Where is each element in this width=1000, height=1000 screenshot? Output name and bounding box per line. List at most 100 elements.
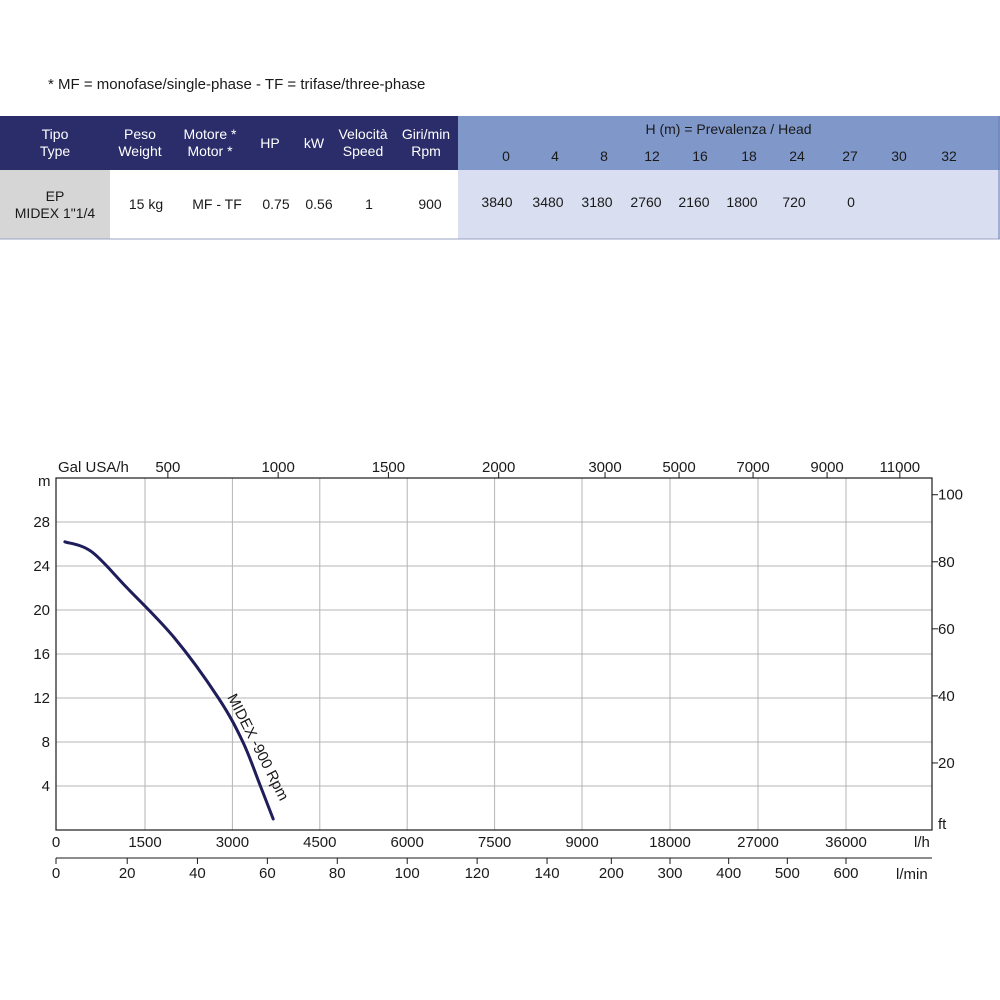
header-motore-it: Motore *: [183, 126, 237, 142]
x-lh-tick-label: 1500: [128, 834, 161, 851]
header-peso-it: Peso: [124, 126, 156, 142]
header-peso: Peso Weight: [110, 116, 170, 170]
y-right-tick-label: 60: [938, 621, 955, 638]
row-velocita-value: 1: [365, 196, 373, 212]
x-lh-tick-label: 0: [52, 834, 60, 851]
header-hp-label: HP: [260, 134, 280, 151]
flow-value: 3180: [581, 194, 613, 210]
y-right-tick-label: 80: [938, 554, 955, 571]
head-value: 27: [842, 148, 858, 164]
y-left-tick-label: 4: [42, 778, 50, 795]
head-value: 12: [644, 148, 660, 164]
x-lh-tick-label: 36000: [825, 834, 867, 851]
plot-frame: [55, 477, 933, 831]
bottom-unit-label: l/h: [914, 834, 930, 851]
header-dark-band: [0, 116, 458, 170]
y-left-tick-label: 28: [33, 514, 50, 531]
row-hp-value: 0.75: [262, 196, 290, 212]
x-gal-tick-label: 500: [155, 459, 180, 476]
header-velocita: Velocità Speed: [334, 116, 392, 170]
x-gal-tick-label: 2000: [482, 459, 515, 476]
header-giri: Giri/min Rpm: [396, 116, 456, 170]
flow-value: 3840: [481, 194, 513, 210]
flow-value: 1800: [726, 194, 758, 210]
right-unit-label: ft: [938, 816, 947, 833]
x-lh-tick-label: 27000: [737, 834, 779, 851]
x-lmin-tick-label: 60: [259, 865, 276, 882]
row-white-cells: [110, 170, 458, 239]
x-lmin-tick-label: 20: [119, 865, 136, 882]
x-lh-tick-label: 4500: [303, 834, 336, 851]
header-giri-it: Giri/min: [401, 126, 451, 142]
y-left-tick-label: 16: [33, 646, 50, 663]
row-giri: 900: [404, 170, 456, 239]
flow-value: 2760: [630, 194, 662, 210]
left-unit-label: m: [38, 473, 51, 490]
head-value: 32: [941, 148, 957, 164]
x-gal-tick-label: 11000: [880, 459, 921, 476]
x-gal-tick-label: 9000: [810, 459, 843, 476]
head-value: 4: [551, 148, 559, 164]
header-motore-en: Motor *: [187, 143, 233, 159]
head-value: 0: [502, 148, 510, 164]
header-head-title: H (m) = Prevalenza / Head: [645, 121, 812, 137]
x-gal-tick-label: 7000: [736, 459, 769, 476]
header-velocita-en: Speed: [342, 143, 384, 159]
flow-value: 0: [847, 194, 855, 210]
row-giri-value: 900: [418, 196, 442, 212]
y-left-tick-label: 12: [33, 690, 50, 707]
series-midex-curve: [63, 540, 275, 821]
row-motore-value: MF - TF: [192, 196, 242, 212]
header-tipo: Tipo Type: [0, 116, 110, 170]
x-lmin-tick-label: 140: [535, 865, 560, 882]
row-kw-value: 0.56: [305, 196, 333, 212]
y-right-tick-label: 100: [938, 487, 963, 504]
x-lmin-tick-label: 100: [395, 865, 420, 882]
header-hp: HP: [252, 116, 288, 170]
header-tipo-en: Type: [39, 143, 71, 159]
x-lh-tick-label: 3000: [216, 834, 249, 851]
x-lh-tick-label: 7500: [478, 834, 511, 851]
y-left-tick-label: 24: [33, 558, 50, 575]
x-gal-tick-label: 3000: [588, 459, 621, 476]
row-tipo-line1: EP: [45, 187, 65, 204]
header-velocita-it: Velocità: [338, 126, 388, 142]
x-gal-tick-label: 1500: [372, 459, 405, 476]
y-left-tick-label: 8: [42, 734, 50, 751]
x-lh-tick-label: 9000: [565, 834, 598, 851]
y-right-tick-label: 40: [938, 688, 955, 705]
x-lmin-tick-label: 300: [657, 865, 682, 882]
x-lmin-tick-label: 120: [465, 865, 490, 882]
row-motore: MF - TF: [182, 170, 252, 239]
phase-note: * MF = monofase/single-phase - TF = trif…: [48, 76, 426, 93]
bottom2-unit-label: l/min: [896, 866, 928, 883]
row-peso-value: 15 kg: [128, 196, 164, 212]
top-unit-label: Gal USA/h: [58, 459, 129, 476]
row-light-cells: [458, 170, 1000, 239]
header-motore: Motore * Motor *: [174, 116, 246, 170]
x-lmin-tick-label: 80: [329, 865, 346, 882]
x-lmin-tick-label: 200: [599, 865, 624, 882]
header-peso-en: Weight: [118, 143, 162, 159]
flow-value: 3480: [532, 194, 564, 210]
x-lmin-tick-label: 0: [52, 865, 60, 882]
head-value: 18: [741, 148, 757, 164]
x-lmin-tick-label: 40: [189, 865, 206, 882]
header-kw-label: kW: [303, 134, 325, 151]
flow-value: 720: [782, 194, 806, 210]
y-left-tick-label: 20: [33, 602, 50, 619]
row-hp: 0.75: [256, 170, 296, 239]
chart-ticks: [55, 472, 938, 864]
y-right-tick-label: 20: [938, 755, 955, 772]
header-light-band: [458, 116, 1000, 170]
header-giri-en: Rpm: [411, 143, 441, 159]
row-peso: 15 kg: [110, 170, 182, 239]
header-kw: kW: [296, 116, 332, 170]
row-tipo: EP MIDEX 1"1/4: [0, 170, 110, 239]
x-gal-tick-label: 5000: [662, 459, 695, 476]
row-tipo-line2: MIDEX 1"1/4: [14, 204, 96, 221]
x-lmin-tick-label: 500: [775, 865, 800, 882]
head-value: 24: [789, 148, 805, 164]
row-velocita: 1: [344, 170, 394, 239]
